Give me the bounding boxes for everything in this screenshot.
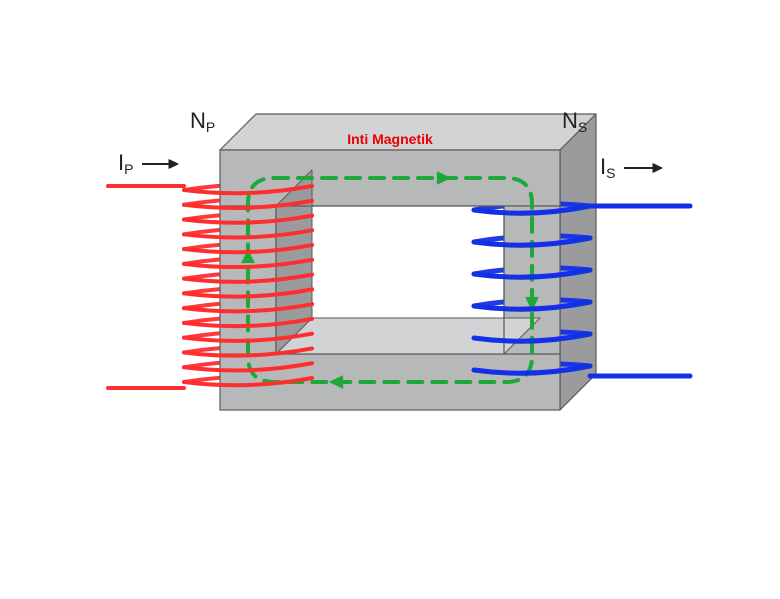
label-np: NP	[190, 108, 215, 135]
transformer-diagram: NP NS IP IS Inti Magnetik	[0, 0, 780, 599]
label-is: IS	[600, 154, 615, 181]
label-ns: NS	[562, 108, 587, 135]
label-ip: IP	[118, 150, 133, 177]
label-core: Inti Magnetik	[347, 131, 433, 147]
